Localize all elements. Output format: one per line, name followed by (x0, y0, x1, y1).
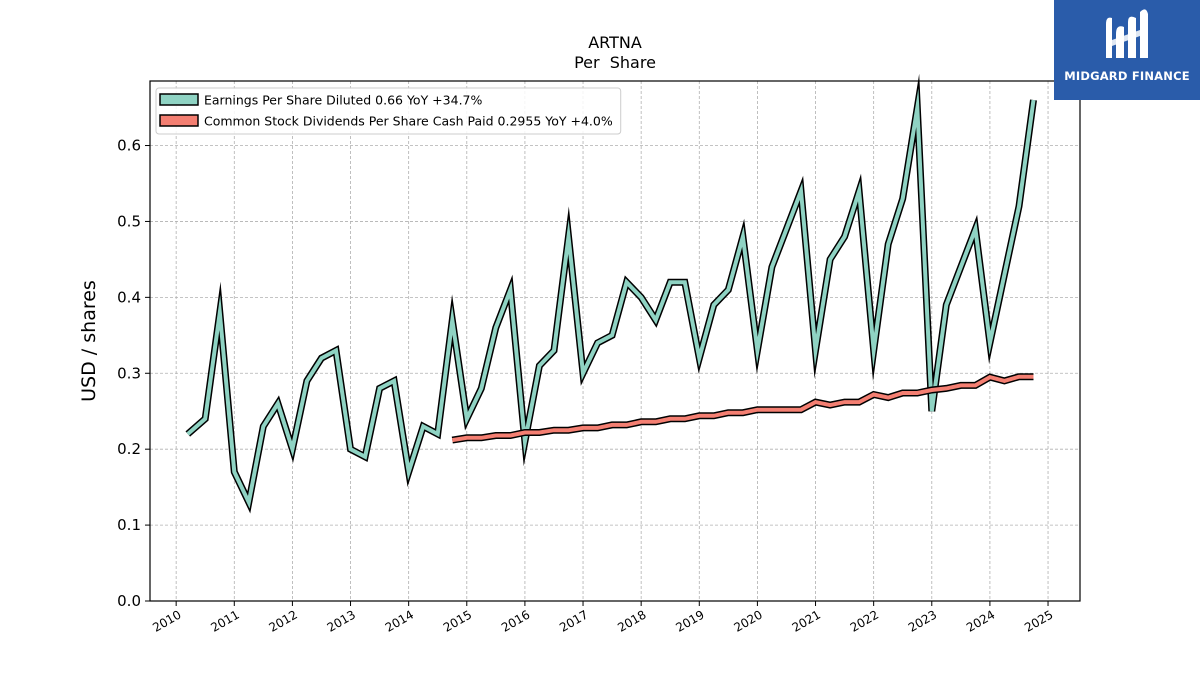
y-axis-label: USD / shares (78, 280, 100, 402)
y-tick-label: 0.1 (117, 516, 141, 534)
x-tick-label: 2011 (208, 607, 241, 634)
y-tick-label: 0.5 (117, 212, 141, 230)
chart-subtitle: Per Share (574, 53, 656, 72)
dividends-series-line (451, 374, 1034, 443)
x-tick-label: 2010 (150, 607, 183, 634)
x-tick-label: 2020 (731, 607, 764, 634)
y-tick-label: 0.2 (117, 440, 141, 458)
x-tick-label: 2016 (499, 607, 532, 634)
y-tick-label: 0.3 (117, 364, 141, 382)
y-tick-label: 0.4 (117, 288, 141, 306)
eps-series-line (186, 88, 1036, 509)
x-tick-label: 2014 (383, 607, 416, 634)
series-outline (185, 73, 1037, 514)
x-tick-label: 2024 (964, 607, 997, 634)
legend-swatch (159, 93, 199, 106)
legend-entry: Earnings Per Share Diluted 0.66 YoY +34.… (204, 93, 482, 108)
x-tick-label: 2023 (906, 607, 939, 634)
x-tick-label: 2019 (673, 607, 706, 634)
legend-entry: Common Stock Dividends Per Share Cash Pa… (204, 114, 613, 129)
y-tick-label: 0.0 (117, 592, 141, 610)
legend-box (155, 87, 622, 135)
x-tick-label: 2012 (266, 607, 299, 634)
x-tick-label: 2022 (848, 607, 881, 634)
x-tick-label: 2015 (441, 607, 474, 634)
plot-frame (149, 80, 1081, 602)
x-tick-label: 2021 (790, 607, 823, 634)
legend: Earnings Per Share Diluted 0.66 YoY +34.… (155, 87, 622, 135)
x-tick-label: 2013 (325, 607, 358, 634)
series-layer (185, 73, 1037, 514)
brand-logo: MIDGARD FINANCE (1054, 0, 1200, 100)
x-tick-label: 2025 (1022, 607, 1055, 634)
mf-logo-icon (1106, 9, 1148, 59)
x-tick-label: 2017 (557, 607, 590, 634)
y-tick-label: 0.6 (117, 137, 141, 155)
x-tick-label: 2018 (615, 607, 648, 634)
legend-swatch (159, 114, 199, 127)
chart-title: ARTNA (588, 33, 642, 52)
brand-name: MIDGARD FINANCE (1064, 69, 1190, 83)
